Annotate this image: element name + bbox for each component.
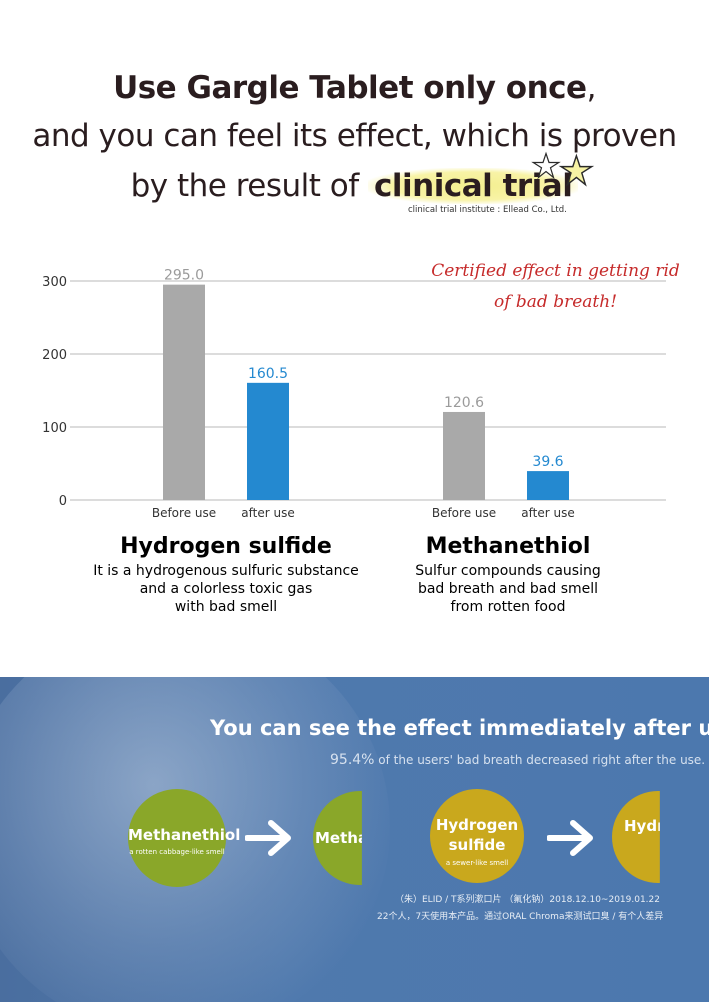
certified-callout: Certified effect in getting rid of bad b… <box>428 256 683 318</box>
group-desc-line: Sulfur compounds causing <box>415 563 600 579</box>
hydrogen-sulfide-before-circle: Hydrogen sulfide a sewer-like smell <box>430 789 524 883</box>
circle-name-line: Hydrogen <box>435 816 519 834</box>
effect-title: You can see the effect immediately after… <box>210 716 709 740</box>
grid-lines <box>70 280 666 501</box>
bars: 295.0 160.5 120.6 39.6 <box>163 268 569 500</box>
footnote-line-2: 22个人，7天使用本产品。通过ORAL Chroma来测试口臭 / 有个人差异 <box>377 912 664 922</box>
circle-sub: a rotten cabbage-like smell <box>129 848 225 856</box>
circle-name: Metha <box>315 829 369 847</box>
group-title-hydrogen-sulfide: Hydrogen sulfide <box>120 534 332 559</box>
y-tick-label: 100 <box>42 421 67 436</box>
x-category-label: Before use <box>152 506 216 520</box>
group-desc-line: with bad smell <box>175 599 277 615</box>
y-tick-label: 0 <box>59 494 67 509</box>
headline-comma: , <box>586 70 597 106</box>
x-category-label: Before use <box>432 506 496 520</box>
bar-chart: 0 100 200 300 295.0 160.5 120.6 39.6 Before us… <box>42 268 666 615</box>
circle-sub: a sewer-like smell <box>445 859 509 867</box>
bar-value-label: 160.5 <box>248 366 288 382</box>
bar-value-label: 120.6 <box>444 395 484 411</box>
headline-line-2: and you can feel its effect, which is pr… <box>32 118 677 154</box>
headline-line-1: Use Gargle Tablet only once, <box>0 70 709 106</box>
hydrogen-sulfide-after-half-circle: Hydr <box>612 791 665 883</box>
bar-value-label: 39.6 <box>532 454 563 470</box>
y-tick-label: 300 <box>42 275 67 290</box>
x-category-labels: Before use after use Before use after use <box>152 506 575 520</box>
bar <box>247 382 289 500</box>
methanethiol-after-half-circle: Metha <box>313 791 369 885</box>
effect-section: You can see the effect immediately after… <box>0 677 709 1002</box>
percent-sign: % <box>361 752 375 768</box>
headline-bold: Use Gargle Tablet only once <box>113 70 587 106</box>
effect-subtitle-text: of the users' bad breath decreased right… <box>374 753 706 767</box>
x-category-label: after use <box>521 506 574 520</box>
methanethiol-before-circle: Methanethiol a rotten cabbage-like smell <box>128 789 241 887</box>
y-tick-labels: 0 100 200 300 <box>42 275 67 509</box>
bar <box>443 411 485 500</box>
bar <box>163 284 205 500</box>
circle-name: Hydrogen sulfide <box>430 815 524 855</box>
circle-name: Hydr <box>624 817 665 835</box>
group-descriptions: Hydrogen sulfide It is a hydrogenous sul… <box>93 534 601 615</box>
group-desc-line: and a colorless toxic gas <box>140 581 313 597</box>
y-tick-label: 200 <box>42 348 67 363</box>
group-desc-line: from rotten food <box>451 599 566 615</box>
callout-line-1: Certified effect in getting rid <box>431 261 680 281</box>
bar <box>527 471 569 500</box>
effect-subtitle: 95.4% of the users' bad breath decreased… <box>330 752 705 768</box>
right-arrow-icon <box>245 820 291 856</box>
group-desc-line: It is a hydrogenous sulfuric substance <box>93 563 359 579</box>
group-title-methanethiol: Methanethiol <box>426 534 591 559</box>
footnote-line-1: （朱）ELID / T系列漱口片 （氟化钠）2018.12.10~2019.01… <box>395 895 660 905</box>
group-desc-line: bad breath and bad smell <box>418 581 598 597</box>
circle-name-line: sulfide <box>448 836 506 854</box>
x-category-label: after use <box>241 506 294 520</box>
circle-name: Methanethiol <box>128 826 241 844</box>
headline-prefix: by the result of <box>130 168 369 204</box>
star-doodle-icon <box>531 151 595 187</box>
bar-value-label: 295.0 <box>164 268 204 284</box>
percent-value: 95.4 <box>330 752 362 768</box>
institute-label: clinical trial institute : Ellead Co., L… <box>408 205 567 215</box>
callout-line-2: of bad breath! <box>493 292 618 312</box>
right-arrow-icon <box>547 820 593 856</box>
